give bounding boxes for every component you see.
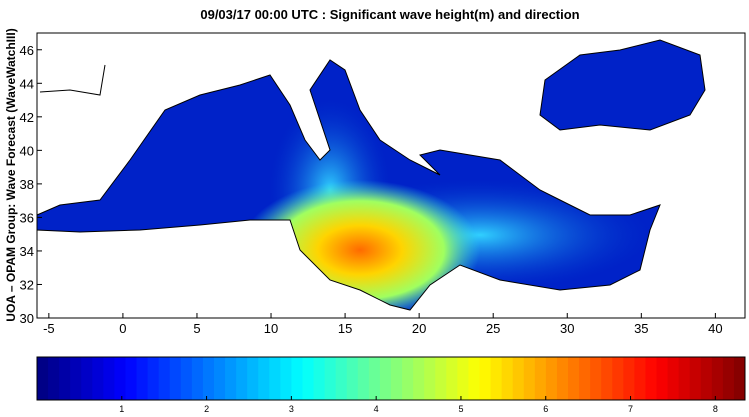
colorbar-cell [247,357,259,400]
colorbar-tick-label: 2 [204,404,209,414]
colorbar-cell [125,357,138,400]
colorbar-cell [202,357,215,400]
colorbar-cell [158,357,171,400]
colorbar-cell [191,357,204,400]
colorbar-cell [59,357,71,400]
colorbar-cell [512,357,525,400]
colorbar-cell [147,357,160,400]
x-tick-label: 5 [193,321,200,336]
colorbar-cell [269,357,281,400]
colorbar-tick-label: 1 [119,404,124,414]
colorbar-cell [368,357,381,400]
y-tick-label: 32 [20,277,34,292]
x-tick-label: 30 [560,321,574,336]
y-tick-label: 44 [20,76,34,91]
colorbar-cell [568,357,580,400]
colorbar-cell [479,357,492,400]
colorbar-cell [435,357,447,400]
colorbar-cell [623,357,635,400]
colorbar-cell [136,357,149,400]
y-tick-label: 34 [20,244,34,259]
colorbar-cell [70,357,82,400]
colorbar-cell [103,357,115,400]
colorbar-cell [590,357,602,400]
y-tick-label: 36 [20,210,34,225]
colorbar-cell [446,357,458,400]
y-tick-label: 42 [20,110,34,125]
colorbar-tick-label: 5 [458,404,463,414]
colorbar-cell [225,357,237,400]
colorbar-cell [48,357,60,400]
colorbar-frame [36,356,746,401]
colorbar-cell [92,357,104,400]
colorbar-cell [700,357,713,400]
colorbar-cell [280,357,292,400]
black-sea [539,39,706,131]
colorbar-tick-label: 4 [374,404,379,414]
colorbar-cell [678,357,691,400]
colorbar-cell [534,357,547,400]
colorbar-cell [37,357,49,400]
colorbar-tick-label: 6 [543,404,548,414]
coastline [36,59,661,311]
colorbar-cell [545,357,558,400]
colorbar-cell [667,357,680,400]
colorbar-cell [490,357,503,400]
y-tick-label: 38 [20,177,34,192]
x-tick-label: 10 [264,321,278,336]
colorbar-cell [634,357,646,400]
colorbar-cell [457,357,469,400]
colorbar-tick-label: 8 [713,404,718,414]
colorbar-cell [335,357,348,400]
colorbar-cell [556,357,569,400]
colorbar-cell [236,357,248,400]
colorbar-cell [81,357,93,400]
x-tick-label: -5 [43,321,55,336]
x-tick-label: 40 [708,321,722,336]
colorbar-cell [302,357,315,400]
colorbar-cell [645,357,657,400]
x-tick-label: 15 [338,321,352,336]
colorbar-cell [291,357,303,400]
colorbar-cell [689,357,702,400]
y-tick-label: 40 [20,143,34,158]
atlantic-coast [39,64,106,96]
colorbar-cell [579,357,591,400]
y-tick-label: 30 [20,311,34,326]
colorbar-cell [391,357,403,400]
colorbar-cell [346,357,359,400]
x-tick-label: 35 [634,321,648,336]
colorbar-cell [180,357,193,400]
colorbar-cell [357,357,370,400]
x-tick-label: 25 [486,321,500,336]
colorbar-cell [501,357,514,400]
colorbar-cell [324,357,337,400]
colorbar-cell [169,357,182,400]
y-axis-label: UOA – OPAM Group: Wave Forecast (WaveWat… [4,28,18,321]
colorbar-cell [612,357,624,400]
colorbar-cell [214,357,226,400]
colorbar-cell [468,357,480,400]
colorbar-cell [114,357,126,400]
colorbar-cell [656,357,669,400]
y-tick-label: 46 [20,43,34,58]
colorbar-cell [258,357,270,400]
x-tick-label: 0 [119,321,126,336]
colorbar-cell [413,357,425,400]
colorbar-cell [523,357,536,400]
colorbar-tick-label: 3 [289,404,294,414]
colorbar-cell [424,357,436,400]
colorbar-cell [402,357,414,400]
colorbar-cell [601,357,613,400]
title: 09/03/17 00:00 UTC : Significant wave he… [200,7,579,22]
colorbar-tick-label: 7 [628,404,633,414]
colorbar-cell [379,357,392,400]
colorbar-cell [711,357,724,400]
colorbar-cell [313,357,326,400]
x-tick-label: 20 [412,321,426,336]
colorbar-cell [722,357,735,400]
colorbar-cell [733,357,746,400]
